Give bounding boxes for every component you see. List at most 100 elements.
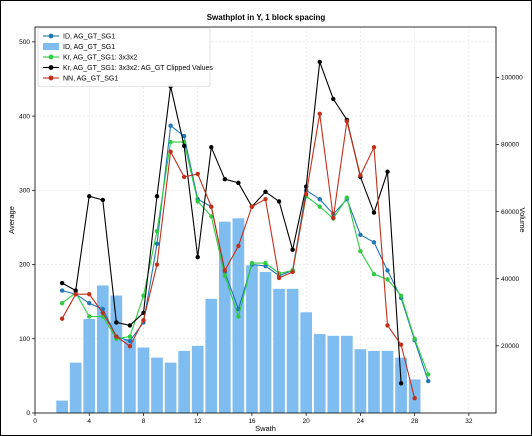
volume-bar [56, 400, 68, 413]
x-tick-label: 32 [465, 418, 473, 425]
series-point [358, 248, 363, 254]
series-point [59, 316, 65, 321]
series-point [222, 273, 228, 278]
y2-axis-label: Volume [518, 207, 527, 232]
series-point [73, 288, 78, 293]
series-point [385, 323, 390, 328]
volume-bar [205, 298, 218, 413]
series-line [61, 141, 429, 375]
y2-tick-label: 80000 [501, 142, 519, 149]
volume-bar [341, 335, 353, 413]
series-point [209, 145, 214, 150]
y-tick-label: 200 [19, 262, 30, 269]
series-point [168, 149, 173, 154]
volume-bar [151, 357, 163, 413]
legend-marker [48, 54, 54, 60]
legend-label: ID, AG_GT_SG1 [63, 44, 115, 51]
legend-entry: Kr, AG_GT_SG1: 3x3x2: AG_GT Clipped Valu… [43, 65, 213, 72]
series-point [100, 306, 105, 312]
volume-bar [354, 349, 367, 413]
series-point [100, 310, 105, 315]
volume-bar [246, 265, 258, 413]
legend: ID, AG_GT_SG1 ID, AG_GT_SG1 Kr, AG_GT_SG1:… [37, 27, 213, 87]
volume-bar [96, 285, 109, 413]
legend-marker [48, 33, 54, 39]
x-axis-label: Swath [255, 424, 276, 433]
series-point [181, 133, 187, 139]
series-group [59, 139, 431, 377]
series-point [236, 314, 241, 319]
legend-entry: ID, AG_GT_SG1 [43, 33, 115, 40]
legend-label: ID, AG_GT_SG1 [63, 33, 115, 40]
y2-tick-label: 20000 [501, 343, 519, 350]
series-point [303, 191, 309, 197]
legend-entry: NN, AG_GT_SG1 [43, 75, 118, 82]
series-point [317, 111, 322, 117]
series-line [61, 61, 402, 384]
legend-label: Kr, AG_GT_SG1: 3x3x2: AG_GT Clipped Valu… [63, 65, 213, 72]
volume-bar [178, 350, 190, 413]
volume-bar [273, 288, 285, 413]
series-point [127, 338, 133, 344]
legend-label: Kr, AG_GT_SG1: 3x3x2 [63, 54, 137, 61]
x-tick-label: 0 [33, 418, 37, 425]
series-point [127, 343, 133, 349]
series-point [398, 293, 404, 298]
series-point [276, 199, 282, 204]
series-point [412, 336, 417, 341]
volume-bar [191, 345, 204, 413]
series-point [87, 292, 92, 297]
y-tick-label: 400 [19, 113, 30, 120]
legend-swatch [43, 43, 59, 50]
series-group [59, 59, 404, 386]
series-point [181, 143, 187, 148]
volume-bar [124, 339, 136, 413]
volume-bar [69, 362, 82, 413]
series-point [371, 240, 377, 245]
legend-label: NN, AG_GT_SG1 [63, 75, 118, 82]
y-tick-label: 0 [26, 410, 30, 417]
series-point [222, 268, 228, 273]
series-point [154, 241, 160, 246]
series-point [236, 243, 241, 249]
series-point [154, 262, 160, 267]
series-line [61, 124, 429, 382]
series-point [100, 197, 105, 203]
series-point [73, 292, 78, 297]
series-point [168, 123, 173, 128]
series-point [317, 197, 322, 202]
series-point [181, 174, 187, 180]
y-tick-label: 300 [19, 188, 30, 195]
volume-bar [286, 288, 299, 413]
series-point [87, 194, 92, 199]
series-point [209, 204, 214, 209]
y2-tick-label: 40000 [501, 276, 519, 283]
series-point [371, 271, 377, 277]
series-point [59, 288, 65, 293]
series-point [290, 247, 295, 252]
series-point [344, 195, 350, 200]
volume-bar [164, 362, 177, 413]
y-axis-label: Average [7, 206, 16, 234]
y-tick-label: 500 [19, 39, 30, 46]
x-tick-label: 4 [87, 418, 91, 425]
volume-bar [368, 350, 380, 413]
series-point [249, 204, 255, 209]
series-point [344, 119, 350, 124]
series-point [154, 194, 160, 199]
series-point [331, 215, 336, 220]
series-point [141, 293, 146, 298]
chart-title: Swathplot in Y, 1 block spacing [207, 13, 326, 22]
series-point [385, 277, 390, 282]
legend-marker [48, 65, 54, 70]
volume-bar [218, 221, 231, 413]
series-point [426, 372, 431, 377]
series-point [59, 280, 65, 286]
series-point [426, 378, 431, 384]
series-point [263, 197, 268, 202]
series-point [385, 268, 390, 273]
volume-bar [381, 350, 394, 413]
series-point [412, 395, 417, 401]
volume-bar [300, 312, 313, 413]
